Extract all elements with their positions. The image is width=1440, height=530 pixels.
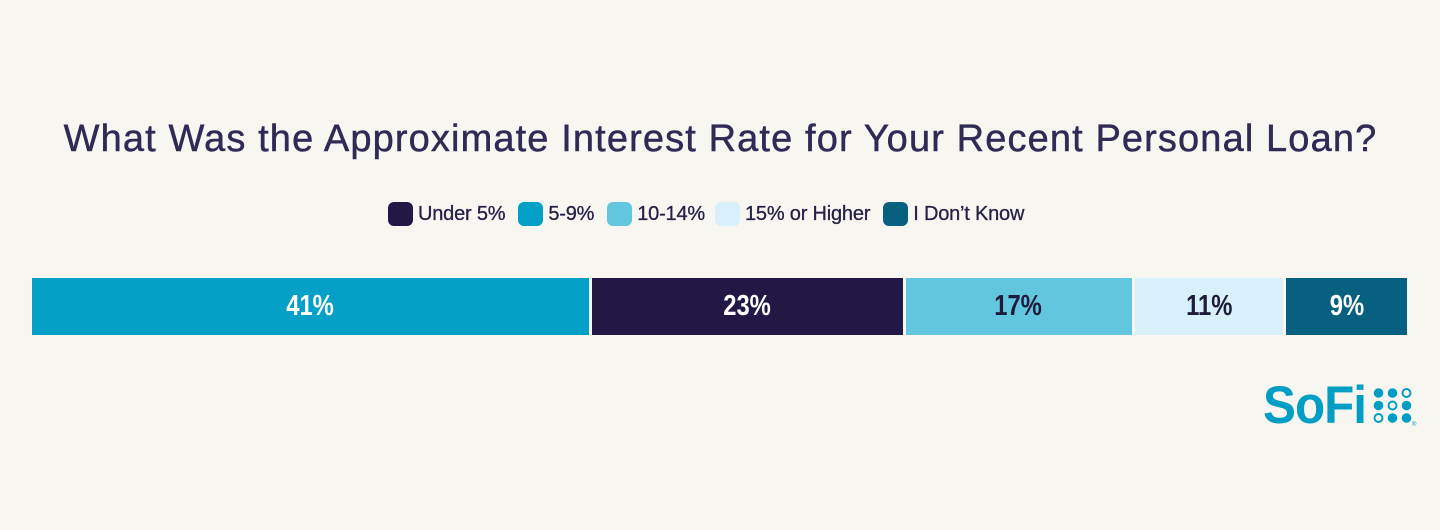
svg-text:®: ® xyxy=(1412,421,1417,428)
